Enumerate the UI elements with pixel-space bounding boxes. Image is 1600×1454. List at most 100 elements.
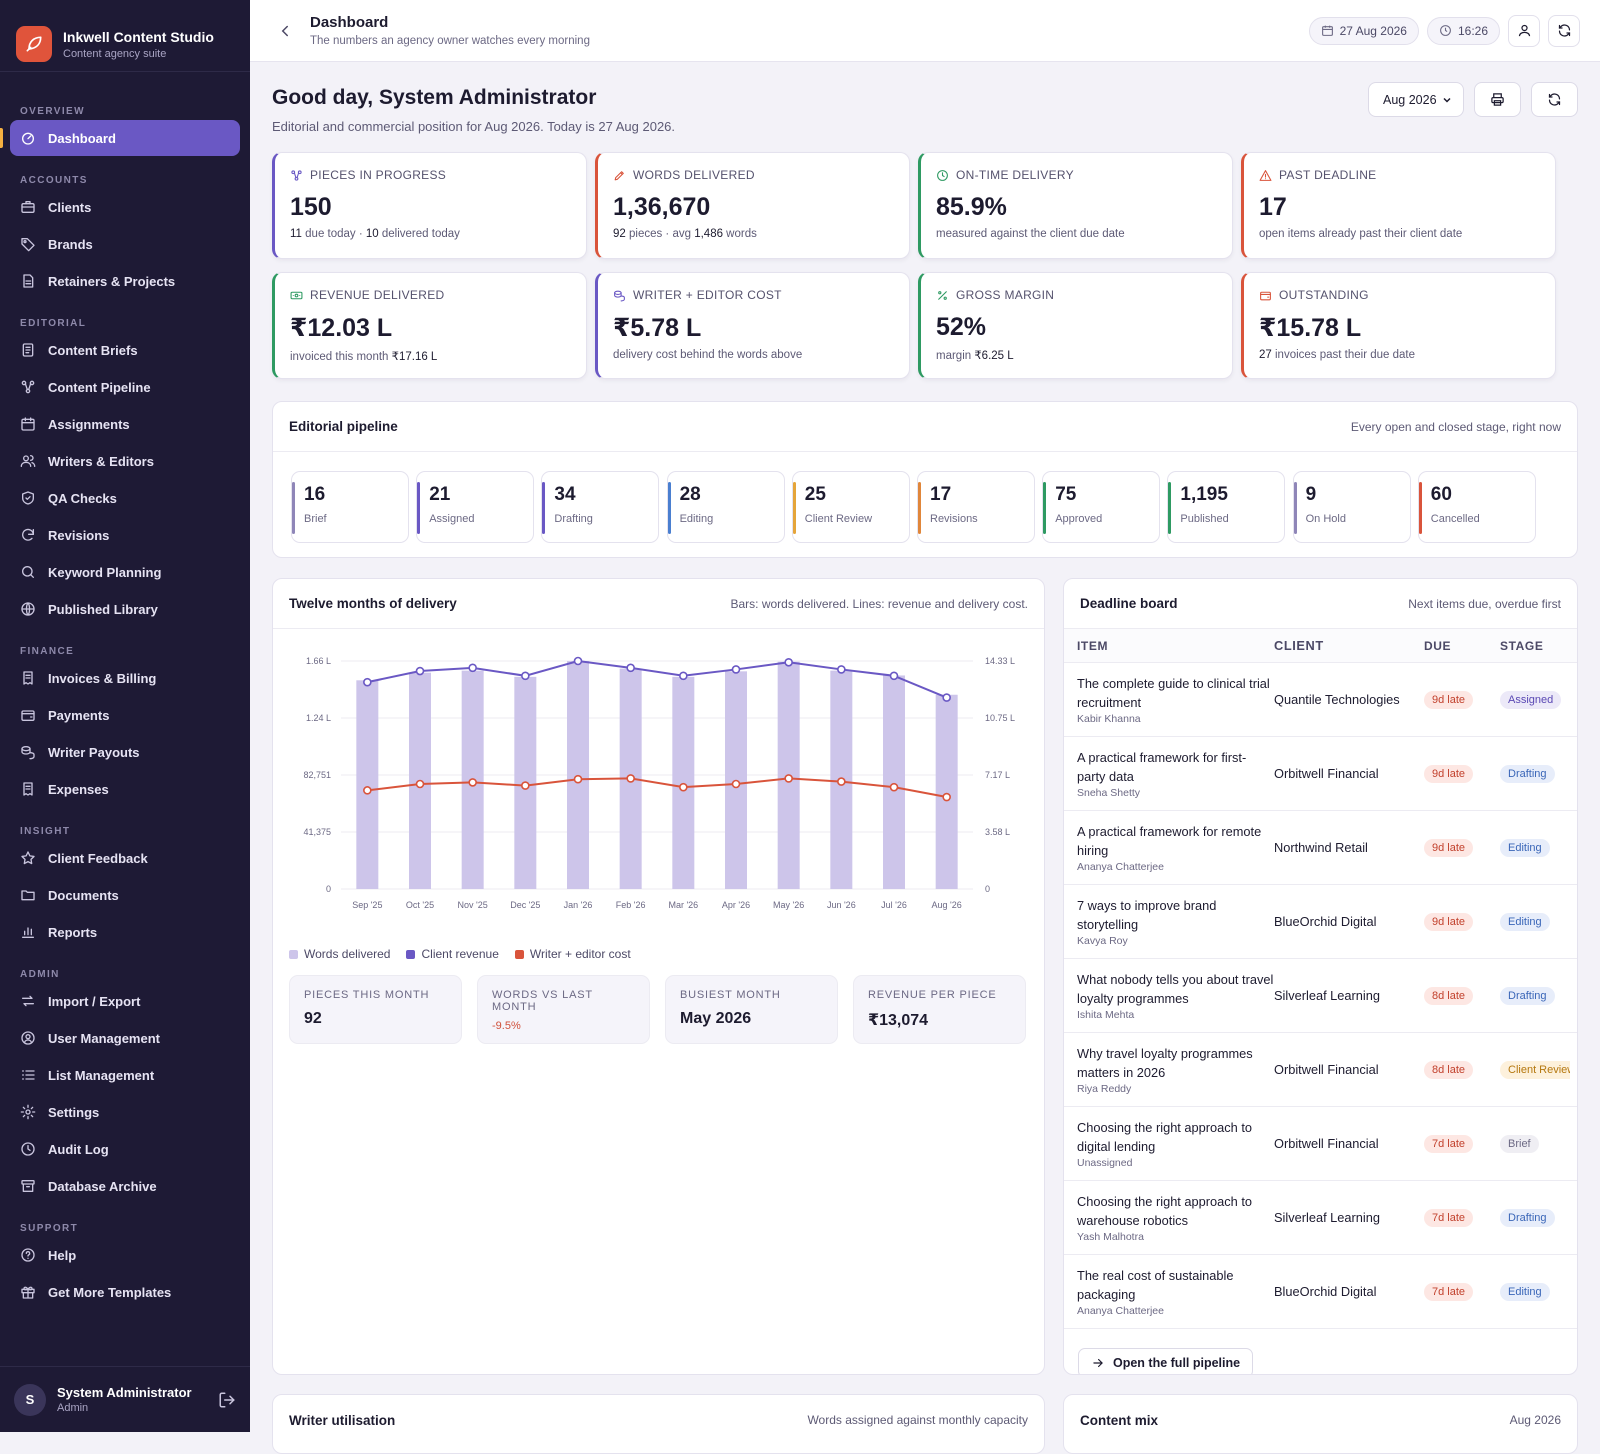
kpi-revenue-delivered[interactable]: REVENUE DELIVERED ₹12.03 L invoiced this m… <box>272 272 587 379</box>
greeting: Good day, System Administrator Editorial… <box>272 86 675 134</box>
sidebar-item-expenses[interactable]: Expenses <box>10 771 240 807</box>
table-row[interactable]: Choosing the right approach to warehouse… <box>1064 1181 1577 1255</box>
reload-button[interactable] <box>1531 82 1578 117</box>
item-title[interactable]: The complete guide to clinical trial rec… <box>1077 676 1270 710</box>
sidebar-item-import-export[interactable]: Import / Export <box>10 983 240 1019</box>
item-title[interactable]: Choosing the right approach to warehouse… <box>1077 1194 1253 1228</box>
sidebar-item-invoices-billing[interactable]: Invoices & Billing <box>10 660 240 696</box>
period-select[interactable]: Aug 2026 <box>1368 82 1464 117</box>
due-badge: 8d late <box>1424 1061 1474 1079</box>
table-row[interactable]: The real cost of sustainable packaging An… <box>1064 1255 1577 1329</box>
kpi-past-deadline[interactable]: PAST DEADLINE 17 open items already past t… <box>1241 152 1556 259</box>
user-box: S System Administrator Admin <box>0 1366 250 1432</box>
stage-on-hold[interactable]: 9 On Hold <box>1292 471 1411 543</box>
refresh-button[interactable] <box>1548 14 1580 47</box>
table-row[interactable]: Why travel loyalty programmes matters in… <box>1064 1033 1577 1107</box>
back-chevron-icon[interactable] <box>276 22 294 40</box>
stage-assigned[interactable]: 21 Assigned <box>416 471 535 543</box>
kpi-on-time-delivery[interactable]: ON-TIME DELIVERY 85.9% measured against th… <box>918 152 1233 259</box>
sidebar-item-dashboard[interactable]: Dashboard <box>0 120 240 156</box>
item-writer: Ananya Chatterjee <box>1077 1305 1164 1317</box>
sidebar-item-get-more-templates[interactable]: Get More Templates <box>10 1274 240 1310</box>
sidebar-item-audit-log[interactable]: Audit Log <box>10 1131 240 1167</box>
sidebar-item-assignments[interactable]: Assignments <box>10 406 240 442</box>
sidebar-item-list-management[interactable]: List Management <box>10 1057 240 1093</box>
sidebar-item-reports[interactable]: Reports <box>10 914 240 950</box>
stage-count: 60 <box>1430 484 1452 505</box>
stage-client-review[interactable]: 25 Client Review <box>791 471 910 543</box>
sidebar-item-content-pipeline[interactable]: Content Pipeline <box>10 369 240 405</box>
sidebar-item-qa-checks[interactable]: QA Checks <box>10 480 240 516</box>
stat-revenue-per-piece: REVENUE PER PIECE ₹13,074 <box>853 975 1026 1044</box>
percent-icon <box>938 290 947 300</box>
stat-value: ₹13,074 <box>868 1012 929 1029</box>
kpi-pieces-in-progress[interactable]: PIECES IN PROGRESS 150 11 due today · 10 d… <box>272 152 587 259</box>
col-item: ITEM <box>1077 638 1109 653</box>
table-row[interactable]: A practical framework for first-party da… <box>1064 737 1577 811</box>
kpi-subtext: open items already past their client dat… <box>1259 228 1463 240</box>
sidebar-item-brands[interactable]: Brands <box>10 226 240 262</box>
file-icon <box>23 274 34 288</box>
item-title[interactable]: 7 ways to improve brand storytelling <box>1077 898 1217 932</box>
stat-label: BUSIEST MONTH <box>680 989 781 1001</box>
stage-count: 17 <box>930 484 952 505</box>
stage-badge: Editing <box>1500 1283 1550 1301</box>
sidebar-item-help[interactable]: Help <box>10 1237 240 1273</box>
stage-approved[interactable]: 75 Approved <box>1042 471 1161 543</box>
avatar[interactable]: S <box>14 1383 46 1416</box>
kpi-writer-editor-cost[interactable]: WRITER + EDITOR COST ₹5.78 L delivery cost… <box>595 272 910 379</box>
sidebar-item-database-archive[interactable]: Database Archive <box>10 1168 240 1204</box>
coins-icon <box>21 746 35 760</box>
kpi-gross-margin[interactable]: GROSS MARGIN 52% margin ₹6.25 L <box>918 272 1233 379</box>
stage-revisions[interactable]: 17 Revisions <box>917 471 1035 543</box>
sidebar-item-client-feedback[interactable]: Client Feedback <box>10 840 240 876</box>
refresh-icon <box>22 528 34 541</box>
profile-button[interactable] <box>1508 14 1540 47</box>
user-cog-icon <box>21 1031 35 1045</box>
sidebar-item-writers-editors[interactable]: Writers & Editors <box>10 443 240 479</box>
kpi-subtext: invoiced this month ₹17.16 L <box>290 351 438 363</box>
stage-editing[interactable]: 28 Editing <box>666 471 785 543</box>
item-title[interactable]: A practical framework for remote hiring <box>1077 824 1262 858</box>
kpi-words-delivered[interactable]: WORDS DELIVERED 1,36,670 92 pieces · avg 1… <box>595 152 910 259</box>
sidebar-item-retainers-projects[interactable]: Retainers & Projects <box>10 263 240 299</box>
item-title[interactable]: Choosing the right approach to digital l… <box>1077 1120 1253 1154</box>
stage-published[interactable]: 1,195 Published <box>1167 471 1286 543</box>
content-mix-title: Content mix <box>1080 1412 1159 1428</box>
logout-icon[interactable] <box>218 1391 236 1409</box>
stage-label: Published <box>1180 513 1229 525</box>
table-row[interactable]: A practical framework for remote hiring A… <box>1064 811 1577 885</box>
sidebar-item-writer-payouts[interactable]: Writer Payouts <box>10 734 240 770</box>
sidebar-item-keyword-planning[interactable]: Keyword Planning <box>10 554 240 590</box>
sidebar-item-revisions[interactable]: Revisions <box>10 517 240 553</box>
sidebar-item-user-management[interactable]: User Management <box>10 1020 240 1056</box>
stage-brief[interactable]: 16 Brief <box>291 471 409 543</box>
item-title[interactable]: Why travel loyalty programmes matters in… <box>1077 1046 1253 1080</box>
sidebar-item-content-briefs[interactable]: Content Briefs <box>10 332 240 368</box>
delivery-chart-card: Twelve months of delivery Bars: words de… <box>272 578 1045 1375</box>
sidebar-item-clients[interactable]: Clients <box>10 189 240 225</box>
item-title[interactable]: What nobody tells you about travel loyal… <box>1077 972 1274 1006</box>
print-button[interactable] <box>1474 82 1521 117</box>
open-pipeline-button[interactable]: Open the full pipeline <box>1078 1348 1254 1374</box>
kpi-subtext: 92 pieces · avg 1,486 words <box>613 228 757 240</box>
table-row[interactable]: 7 ways to improve brand storytelling Kavy… <box>1064 885 1577 959</box>
table-row[interactable]: Choosing the right approach to digital l… <box>1064 1107 1577 1181</box>
item-title[interactable]: A practical framework for first-party da… <box>1077 750 1247 784</box>
item-title[interactable]: The real cost of sustainable packaging <box>1077 1268 1234 1302</box>
sidebar-item-label: Get More Templates <box>48 1284 172 1300</box>
sidebar-item-payments[interactable]: Payments <box>10 697 240 733</box>
sidebar-item-published-library[interactable]: Published Library <box>10 591 240 627</box>
sidebar-item-settings[interactable]: Settings <box>10 1094 240 1130</box>
due-badge: 9d late <box>1424 839 1474 857</box>
table-row[interactable]: The complete guide to clinical trial rec… <box>1064 663 1577 737</box>
stage-drafting[interactable]: 34 Drafting <box>541 471 660 543</box>
sidebar-item-documents[interactable]: Documents <box>10 877 240 913</box>
stage-cancelled[interactable]: 60 Cancelled <box>1417 471 1536 543</box>
clock-icon <box>1440 25 1451 36</box>
series-point <box>521 781 530 790</box>
table-row[interactable]: What nobody tells you about travel loyal… <box>1064 959 1577 1033</box>
kpi-outstanding[interactable]: OUTSTANDING ₹15.78 L 27 invoices past thei… <box>1241 272 1556 379</box>
banknote-icon <box>290 291 303 299</box>
kpi-label: WORDS DELIVERED <box>633 168 755 182</box>
